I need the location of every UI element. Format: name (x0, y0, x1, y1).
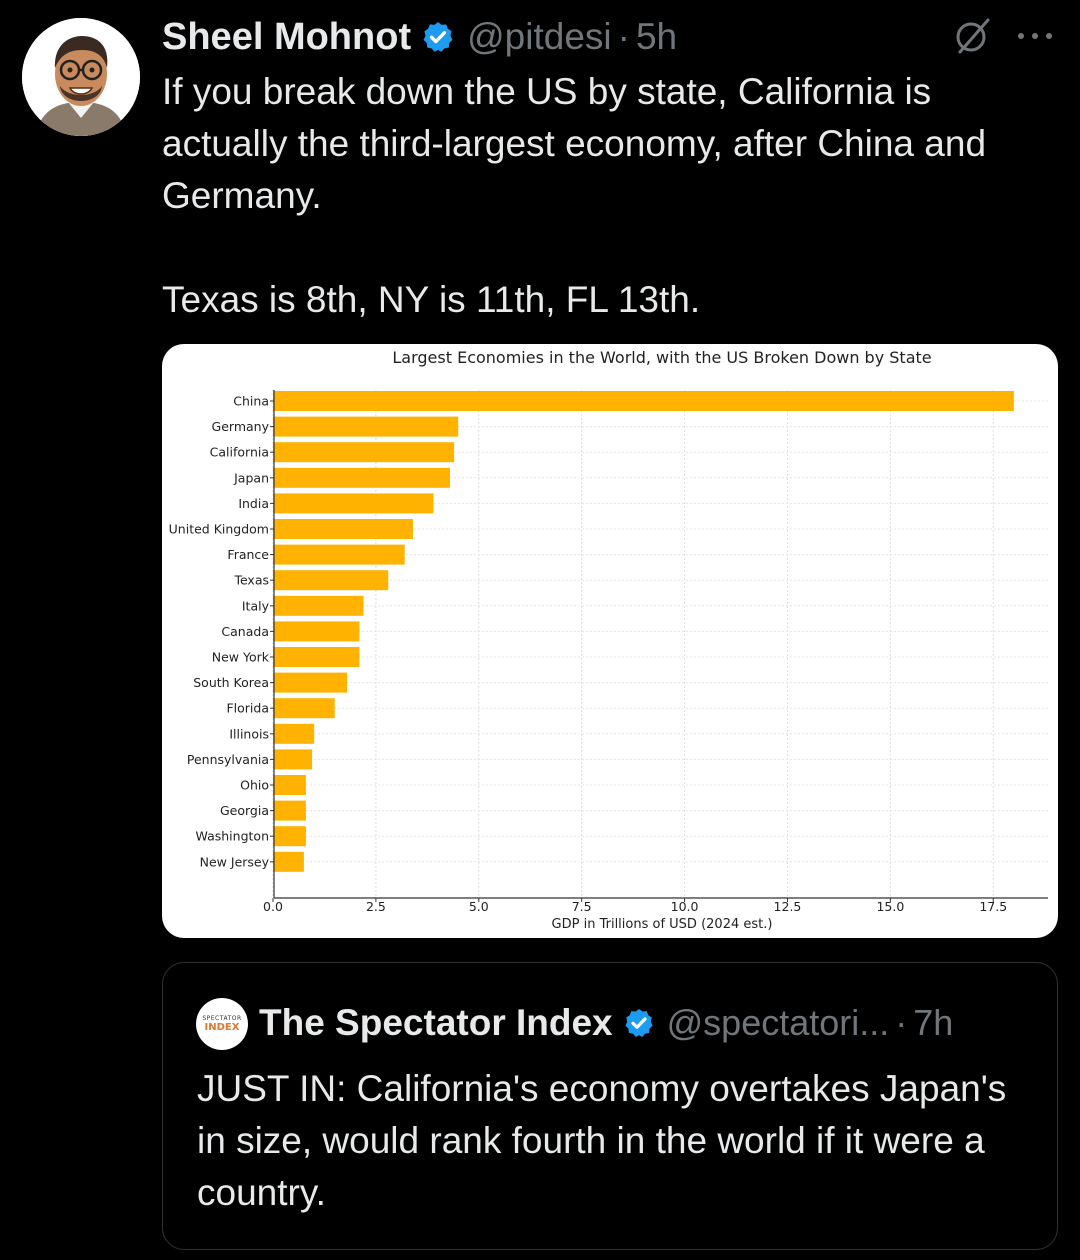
bar-new-jersey (273, 851, 304, 872)
category-label-france: France (227, 547, 269, 562)
bar-california (273, 442, 455, 463)
category-label-new-york: New York (212, 650, 270, 665)
grok-icon[interactable] (952, 16, 992, 56)
bar-georgia (273, 800, 306, 821)
quote-avatar-text-bottom: INDEX (204, 1021, 240, 1033)
category-label-pennsylvania: Pennsylvania (187, 752, 269, 767)
category-label-new-jersey: New Jersey (200, 854, 270, 869)
quote-header: The Spectator Index @spectatori... · 7h (259, 1000, 953, 1046)
x-axis-label: GDP in Trillions of USD (2024 est.) (552, 917, 773, 932)
quoted-tweet[interactable]: SPECTATOR INDEX The Spectator Index @spe… (162, 962, 1058, 1250)
quote-author-handle[interactable]: @spectatori... (666, 1002, 890, 1043)
bar-ohio (273, 775, 306, 795)
bar-south-korea (273, 672, 348, 693)
tweet-text: If you break down the US by state, Calif… (162, 66, 1042, 326)
tweet-text-paragraph-1: If you break down the US by state, Calif… (162, 71, 987, 216)
category-label-germany: Germany (212, 419, 270, 434)
bar-chart: Largest Economies in the World, with the… (169, 348, 1048, 932)
tweet-timestamp[interactable]: 5h (635, 16, 678, 57)
bar-canada (273, 621, 360, 642)
quote-avatar-text-top: SPECTATOR (202, 1014, 242, 1022)
chart-image[interactable]: Largest Economies in the World, with the… (162, 344, 1058, 938)
tweet-text-paragraph-2: Texas is 8th, NY is 11th, FL 13th. (162, 279, 701, 320)
more-options-icon[interactable] (1014, 20, 1056, 52)
category-label-illinois: Illinois (229, 726, 269, 741)
bar-germany (273, 416, 459, 437)
category-label-india: India (238, 496, 269, 511)
bar-india (273, 493, 434, 514)
quote-separator-dot: · (895, 1002, 908, 1043)
x-tick-label-1: 2.5 (366, 899, 386, 914)
bar-texas (273, 570, 389, 591)
category-label-south-korea: South Korea (193, 675, 269, 690)
category-label-california: California (210, 445, 269, 460)
quote-author-avatar[interactable]: SPECTATOR INDEX (196, 998, 248, 1050)
x-tick-label-5: 12.5 (774, 899, 802, 914)
category-label-florida: Florida (226, 701, 269, 716)
category-label-ohio: Ohio (240, 778, 269, 793)
category-label-united-kingdom: United Kingdom (169, 522, 269, 537)
quote-author-name[interactable]: The Spectator Index (259, 1002, 613, 1043)
category-label-china: China (233, 394, 269, 409)
x-tick-label-2: 5.0 (469, 899, 489, 914)
verified-badge-icon (421, 20, 455, 54)
bar-pennsylvania (273, 749, 313, 770)
category-label-washington: Washington (196, 829, 269, 844)
x-tick-label-6: 15.0 (876, 899, 904, 914)
tweet-header: Sheel Mohnot @pitdesi · 5h (162, 14, 677, 60)
bar-italy (273, 595, 364, 616)
bar-new-york (273, 647, 360, 667)
x-tick-label-7: 17.5 (979, 899, 1007, 914)
x-tick-label-0: 0.0 (263, 899, 283, 914)
category-label-texas: Texas (233, 573, 269, 588)
category-label-georgia: Georgia (220, 803, 269, 818)
quote-text: JUST IN: California's economy overtakes … (197, 1068, 1007, 1213)
category-label-canada: Canada (221, 624, 269, 639)
quote-verified-badge-icon (623, 1007, 655, 1039)
x-tick-label-3: 7.5 (572, 899, 592, 914)
bar-united-kingdom (273, 519, 413, 539)
author-handle[interactable]: @pitdesi (467, 16, 612, 57)
author-name[interactable]: Sheel Mohnot (162, 15, 412, 58)
bar-china (273, 391, 1014, 411)
bar-japan (273, 467, 450, 488)
chart-title: Largest Economies in the World, with the… (392, 348, 931, 367)
author-avatar[interactable] (22, 18, 140, 136)
separator-dot: · (617, 16, 630, 57)
bar-france (273, 544, 405, 565)
quote-timestamp[interactable]: 7h (913, 1002, 954, 1043)
category-label-italy: Italy (242, 598, 270, 613)
category-label-japan: Japan (233, 470, 269, 485)
bar-washington (273, 826, 306, 847)
bar-illinois (273, 723, 315, 744)
bar-florida (273, 698, 335, 719)
x-tick-label-4: 10.0 (671, 899, 699, 914)
